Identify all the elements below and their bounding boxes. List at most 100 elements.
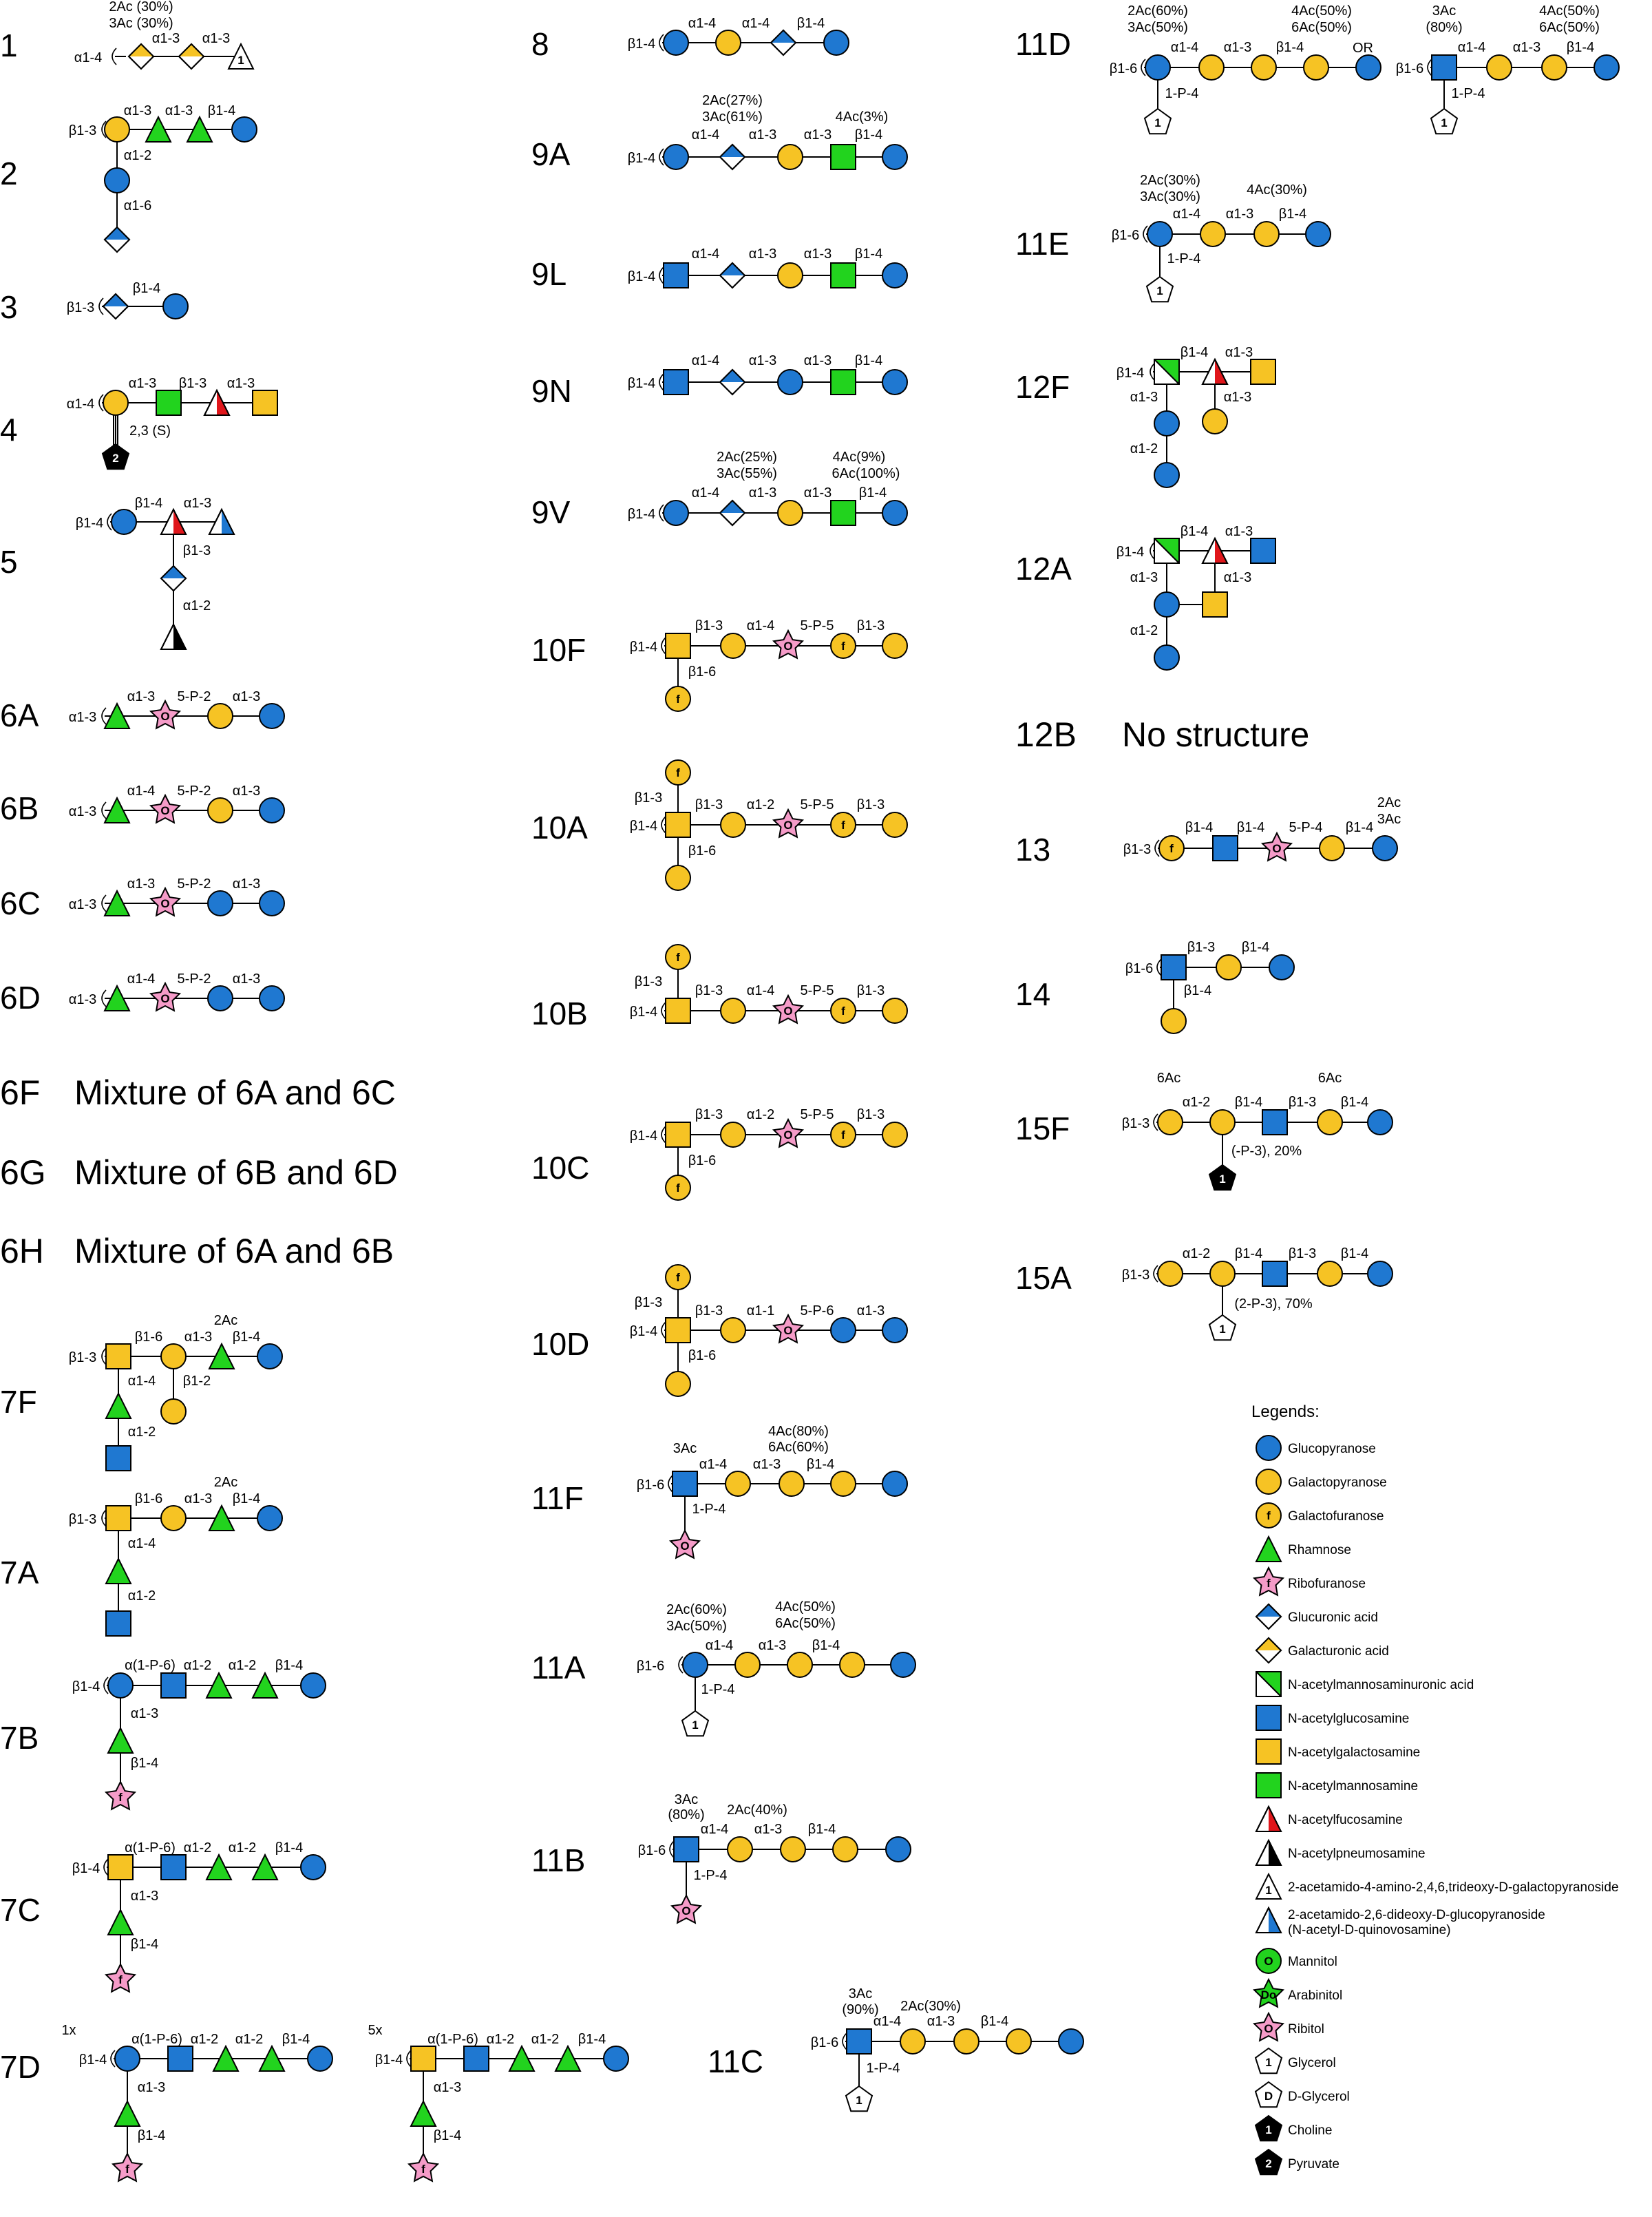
legend-item: 2-acetamido-2,6-dideoxy-D-glucopyranosid… xyxy=(1255,1906,1545,1937)
linkage-label: 2Ac(60%) xyxy=(666,1602,727,1617)
legend-item: N-acetylgalactosamine xyxy=(1256,1738,1420,1765)
residue-rha-icon xyxy=(212,2044,240,2072)
symbol-glyph: O xyxy=(160,710,169,723)
legend-item: 1 2-acetamido-4-amino-2,4,6,trideoxy-D-ga… xyxy=(1255,1872,1619,1900)
linkage-label: α1-2 xyxy=(229,1840,256,1856)
symbol-glyph: f xyxy=(676,693,680,706)
reducing-end-link-icon xyxy=(661,816,666,834)
structure-id: 11F xyxy=(531,1480,584,1516)
structure-12A: 12A β1-4 β1-4 α1-3 α1-3 α1-3 α1-2 xyxy=(1015,524,1276,671)
linkage-label: 5-P-4 xyxy=(1289,820,1323,835)
structure-id: 11A xyxy=(531,1650,586,1685)
linkage-label: α1-4 xyxy=(128,1536,156,1551)
residue-glcnac-icon xyxy=(1262,1109,1288,1135)
reducing-end-link-icon xyxy=(668,1475,673,1493)
structure-id: 7A xyxy=(0,1555,39,1590)
residue-ribitol-icon: O xyxy=(772,1313,805,1344)
legend-label: N-acetylgalactosamine xyxy=(1288,1745,1420,1760)
linkage-label: 1-P-4 xyxy=(692,1502,726,1517)
legend-label-secondary: (N-acetyl-D-quinovosamine) xyxy=(1288,1923,1451,1937)
residue-glc-icon xyxy=(307,2046,333,2072)
residue-gal-icon xyxy=(160,1505,187,1531)
reducing-end-link-icon xyxy=(1153,1113,1158,1131)
linkage-label: β1-4 xyxy=(630,819,657,834)
residue-ribitol-icon: O xyxy=(772,1117,805,1148)
legend-glca-icon xyxy=(1255,1603,1282,1630)
legend-cho-icon: 1 xyxy=(1254,2114,1283,2142)
residue-ribitol-icon: O xyxy=(149,981,182,1012)
residue-galnac-icon xyxy=(252,390,278,416)
residue-rha-icon xyxy=(103,984,131,1011)
linkage-label: α1-2 xyxy=(1183,1246,1210,1261)
linkage-label: β1-3 xyxy=(1123,842,1151,857)
linkage-label: α1-3 xyxy=(804,353,832,368)
symbol-glyph: O xyxy=(160,804,169,817)
linkage-label: 6Ac xyxy=(1318,1071,1342,1086)
linkage-label: α1-3 xyxy=(857,1303,885,1318)
residue-mannac-icon xyxy=(830,262,856,288)
residue-glcnac-icon xyxy=(1262,1261,1288,1287)
linkage-label: α1-3 xyxy=(434,2080,461,2095)
linkage-label: α1-3 xyxy=(124,103,151,118)
linkage-label: 4Ac(50%) xyxy=(1539,3,1600,19)
residue-rha-icon xyxy=(103,702,131,729)
residue-fucnac-icon xyxy=(160,507,187,535)
linkage-label: 4Ac(3%) xyxy=(836,109,889,125)
linkage-label: α1-1 xyxy=(747,1303,774,1318)
linkage-label: 5-P-2 xyxy=(178,784,211,799)
residue-gal-icon xyxy=(777,262,803,288)
residue-qui-icon xyxy=(208,507,235,535)
residue-glc-icon xyxy=(663,144,689,170)
structure-10B: 10B f O f β1-3 β1-4 β1-3 α1-4 5-P-5 β1-3 xyxy=(531,944,908,1031)
reducing-end-link-icon xyxy=(661,637,666,655)
legend-agal-icon: 1 xyxy=(1255,1872,1282,1900)
linkage-label: β1-4 xyxy=(275,1840,303,1856)
legend-label: Choline xyxy=(1288,2123,1332,2138)
linkage-label: α1-3 xyxy=(804,127,832,143)
legend-mannacua-icon xyxy=(1256,1671,1282,1697)
linkage-label: β1-4 xyxy=(1235,1246,1262,1261)
linkage-label: α1-3 xyxy=(152,31,180,46)
note-6F-prefix: 6F xyxy=(0,1073,40,1112)
residue-ribitol-icon: O xyxy=(149,886,182,917)
residue-galf-icon: f xyxy=(1158,835,1185,861)
linkage-label: β1-3 xyxy=(69,123,96,138)
linkage-label: α1-3 xyxy=(1224,390,1251,405)
residue-galf-icon: f xyxy=(830,1122,856,1148)
linkage-label: β1-4 xyxy=(133,281,160,296)
residue-glc-icon xyxy=(882,1317,908,1343)
linkage-label: 5-P-2 xyxy=(178,689,211,704)
residue-gro-icon: 1 xyxy=(1430,107,1459,135)
linkage-label: β1-3 xyxy=(1289,1246,1316,1261)
residue-glc-icon xyxy=(257,1505,283,1531)
legend-gala-icon xyxy=(1255,1637,1282,1664)
linkage-label: β1-6 xyxy=(811,2035,838,2050)
legend-label: D-Glycerol xyxy=(1288,2090,1350,2104)
structure-5: 5 β1-4 β1-4 α1-3 β1-3 α1-2 xyxy=(0,496,235,650)
linkage-label: 2Ac xyxy=(1377,795,1401,810)
residue-glc-icon xyxy=(682,1652,708,1678)
structure-id: 11C xyxy=(708,2043,763,2079)
legend-item: Glucuronic acid xyxy=(1255,1603,1378,1630)
structures-layer: 1 1 2Ac (30%) 3Ac (30%) α1-4 α1-3 α1-3 2 β1-3 α1-… xyxy=(0,0,1620,2183)
residue-gal-icon xyxy=(665,865,691,891)
structure-id: 7C xyxy=(0,1892,41,1928)
linkage-label: β1-6 xyxy=(1112,228,1139,243)
legend-item: 1 Glycerol xyxy=(1254,2047,1336,2074)
linkage-label: 1-P-4 xyxy=(867,2061,900,2076)
structure-id: 8 xyxy=(531,26,549,62)
linkage-label: 3Ac (30%) xyxy=(109,16,173,31)
linkage-label: β1-3 xyxy=(695,618,723,633)
symbol-glyph: O xyxy=(1264,2022,1273,2035)
legend-fucnac-icon xyxy=(1255,1805,1282,1832)
residue-glc-icon xyxy=(1367,1109,1393,1135)
linkage-label: α1-3 xyxy=(233,689,260,704)
linkage-label: α(1-P-6) xyxy=(427,2032,478,2047)
linkage-label: α1-4 xyxy=(1171,40,1198,55)
linkage-label: β1-4 xyxy=(1180,524,1208,539)
linkage-label: (2-P-3), 70% xyxy=(1234,1296,1313,1312)
linkage-label: (90%) xyxy=(842,2002,878,2017)
linkage-label: α1-3 xyxy=(138,2080,165,2095)
symbol-glyph: f xyxy=(676,951,680,964)
